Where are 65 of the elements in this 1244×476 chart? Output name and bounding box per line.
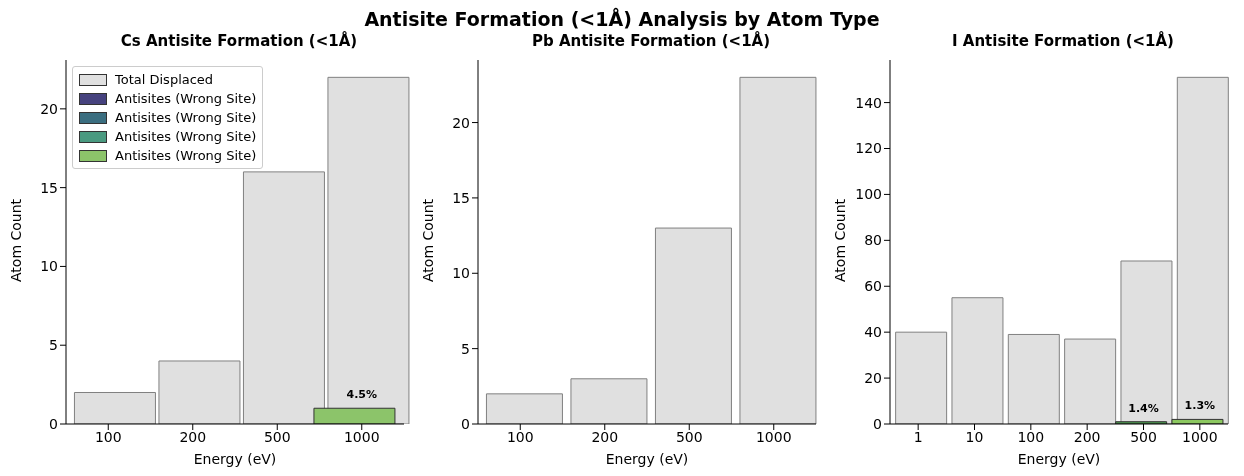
y-tick-label: 80 (864, 232, 882, 249)
x-tick-label: 200 (591, 428, 619, 445)
x-tick-label: 100 (94, 428, 122, 445)
x-tick-label: 100 (506, 428, 534, 445)
y-tick-label: 10 (40, 258, 58, 275)
bar (739, 76, 817, 424)
x-tick-label: 500 (675, 428, 703, 445)
legend-label: Antisites (Wrong Site) (115, 148, 257, 163)
x-tick-label: 500 (1130, 428, 1157, 445)
y-tick-label: 20 (452, 114, 470, 131)
bar (485, 393, 563, 424)
x-tick-label: 1000 (1182, 428, 1218, 445)
y-tick-label: 60 (864, 278, 882, 295)
bar (73, 391, 156, 424)
y-tick-label: 0 (461, 415, 470, 432)
bar (1007, 333, 1060, 424)
bar (1120, 260, 1173, 424)
chart-title: Cs Antisite Formation (<1Å) (119, 32, 359, 52)
y-tick-label: 0 (873, 415, 882, 432)
bar (895, 331, 948, 424)
y-tick-label: 140 (855, 94, 882, 111)
legend-label: Antisites (Wrong Site) (115, 129, 257, 144)
bar (242, 171, 325, 424)
x-axis-title: Energy (eV) (1017, 451, 1101, 467)
chart-title: I Antisite Formation (<1Å) (951, 32, 1175, 52)
x-tick-label: 500 (263, 428, 291, 445)
annotation: 1.3% (1184, 399, 1216, 413)
y-tick-label: 5 (461, 340, 470, 357)
legend-label: Total Displaced (115, 72, 214, 87)
bar (313, 407, 396, 424)
y-tick-label: 0 (49, 415, 58, 432)
y-tick-label: 15 (452, 189, 470, 206)
y-tick-label: 40 (864, 324, 882, 341)
text: Antisite Formation (<1Å) Analysis by Atom Type (363, 8, 881, 32)
y-tick-label: 10 (452, 265, 470, 282)
legend-label: Antisites (Wrong Site) (115, 91, 257, 106)
bar (1176, 76, 1229, 424)
x-axis-title: Energy (eV) (193, 451, 277, 467)
x-tick-label: 200 (179, 428, 207, 445)
y-axis-title: Atom Count (831, 198, 848, 282)
bar (1064, 338, 1117, 424)
y-tick-label: 20 (40, 100, 58, 117)
bar (570, 378, 648, 424)
bar (654, 227, 732, 424)
bar (327, 76, 410, 424)
y-axis-title: Atom Count (7, 198, 24, 282)
annotation: 1.4% (1128, 401, 1159, 415)
bar (158, 360, 241, 424)
x-tick-label: 10 (965, 428, 984, 445)
bar (951, 297, 1004, 424)
x-tick-label: 1 (913, 428, 923, 445)
y-tick-label: 5 (49, 337, 58, 354)
legend-label: Antisites (Wrong Site) (115, 110, 257, 125)
y-tick-label: 100 (855, 186, 882, 203)
y-tick-label: 20 (864, 370, 882, 387)
y-tick-label: 15 (40, 179, 58, 196)
annotation: 4.5% (346, 388, 378, 402)
y-tick-label: 120 (855, 140, 882, 157)
x-tick-label: 200 (1073, 428, 1101, 445)
y-axis-title: Atom Count (419, 198, 436, 282)
x-tick-label: 1000 (343, 428, 380, 445)
x-tick-label: 100 (1017, 428, 1045, 445)
x-tick-label: 1000 (755, 428, 792, 445)
chart-title: Pb Antisite Formation (<1Å) (530, 32, 772, 52)
x-axis-title: Energy (eV) (605, 451, 689, 467)
